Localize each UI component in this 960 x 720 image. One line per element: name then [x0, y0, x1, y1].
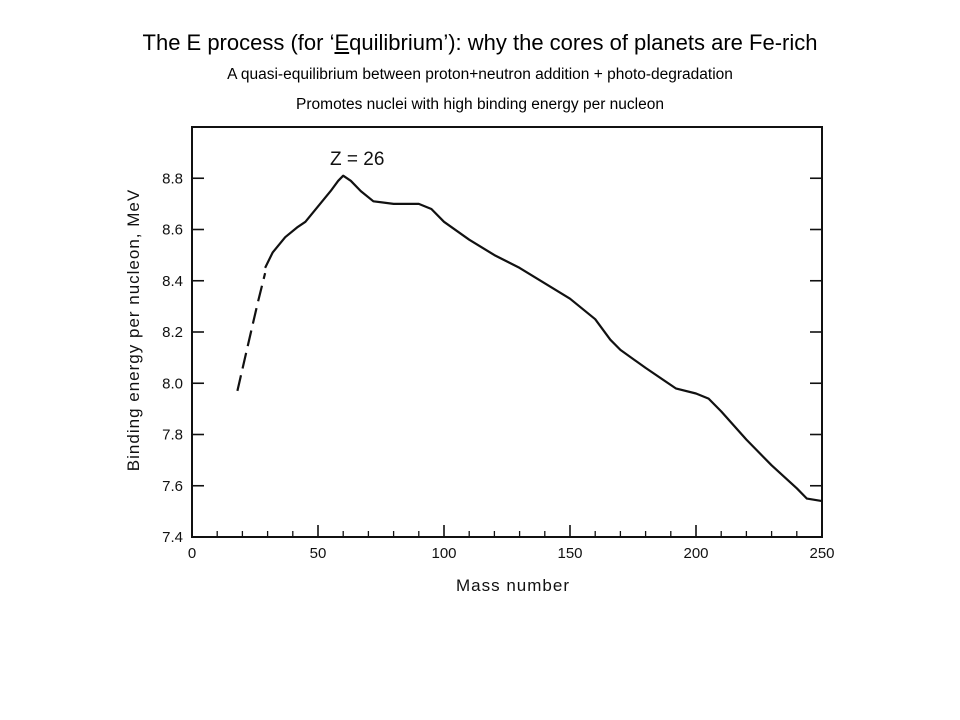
title-underlined-letter: E — [334, 30, 350, 55]
y-tick-labels: 7.4 7.6 7.8 8.0 8.2 8.4 8.6 8.8 — [162, 170, 183, 546]
solid-curve-segment — [264, 174, 823, 503]
x-axis-label: Mass number — [456, 576, 570, 595]
x-tick-label: 50 — [310, 545, 327, 562]
y-tick-label: 8.8 — [162, 170, 183, 187]
x-tick-label: 0 — [188, 545, 196, 562]
slide-subtitle-1: A quasi-equilibrium between proton+neutr… — [227, 66, 733, 83]
y-tick-label: 7.8 — [162, 427, 183, 444]
title-prefix: The E process (for ‘ — [142, 30, 335, 55]
x-tick-label: 100 — [431, 545, 456, 562]
y-tick-label: 8.4 — [162, 273, 183, 290]
axis-ticks — [191, 177, 823, 538]
plot-frame — [191, 126, 823, 538]
title-suffix: ’): why the cores of planets are Fe-rich — [443, 30, 818, 55]
x-tick-labels: 0 50 100 150 200 250 — [188, 545, 835, 562]
dashed-curve-segment — [236, 272, 267, 392]
y-tick-label: 8.6 — [162, 222, 183, 239]
z26-annotation: Z = 26 — [330, 149, 384, 170]
slide-title: The E process (for ‘Equilibrium’): why t… — [0, 30, 960, 56]
x-tick-label: 200 — [683, 545, 708, 562]
y-tick-label: 8.0 — [162, 375, 183, 392]
y-tick-label: 7.4 — [162, 529, 183, 546]
x-tick-label: 250 — [809, 545, 834, 562]
y-axis-label: Binding energy per nucleon, MeV — [124, 189, 143, 471]
x-tick-label: 150 — [557, 545, 582, 562]
data-series — [236, 174, 823, 503]
slide-subtitle-2: Promotes nuclei with high binding energy… — [296, 96, 664, 113]
y-tick-label: 8.2 — [162, 324, 183, 341]
y-tick-label: 7.6 — [162, 478, 183, 495]
title-word-rest: quilibrium — [349, 30, 444, 55]
